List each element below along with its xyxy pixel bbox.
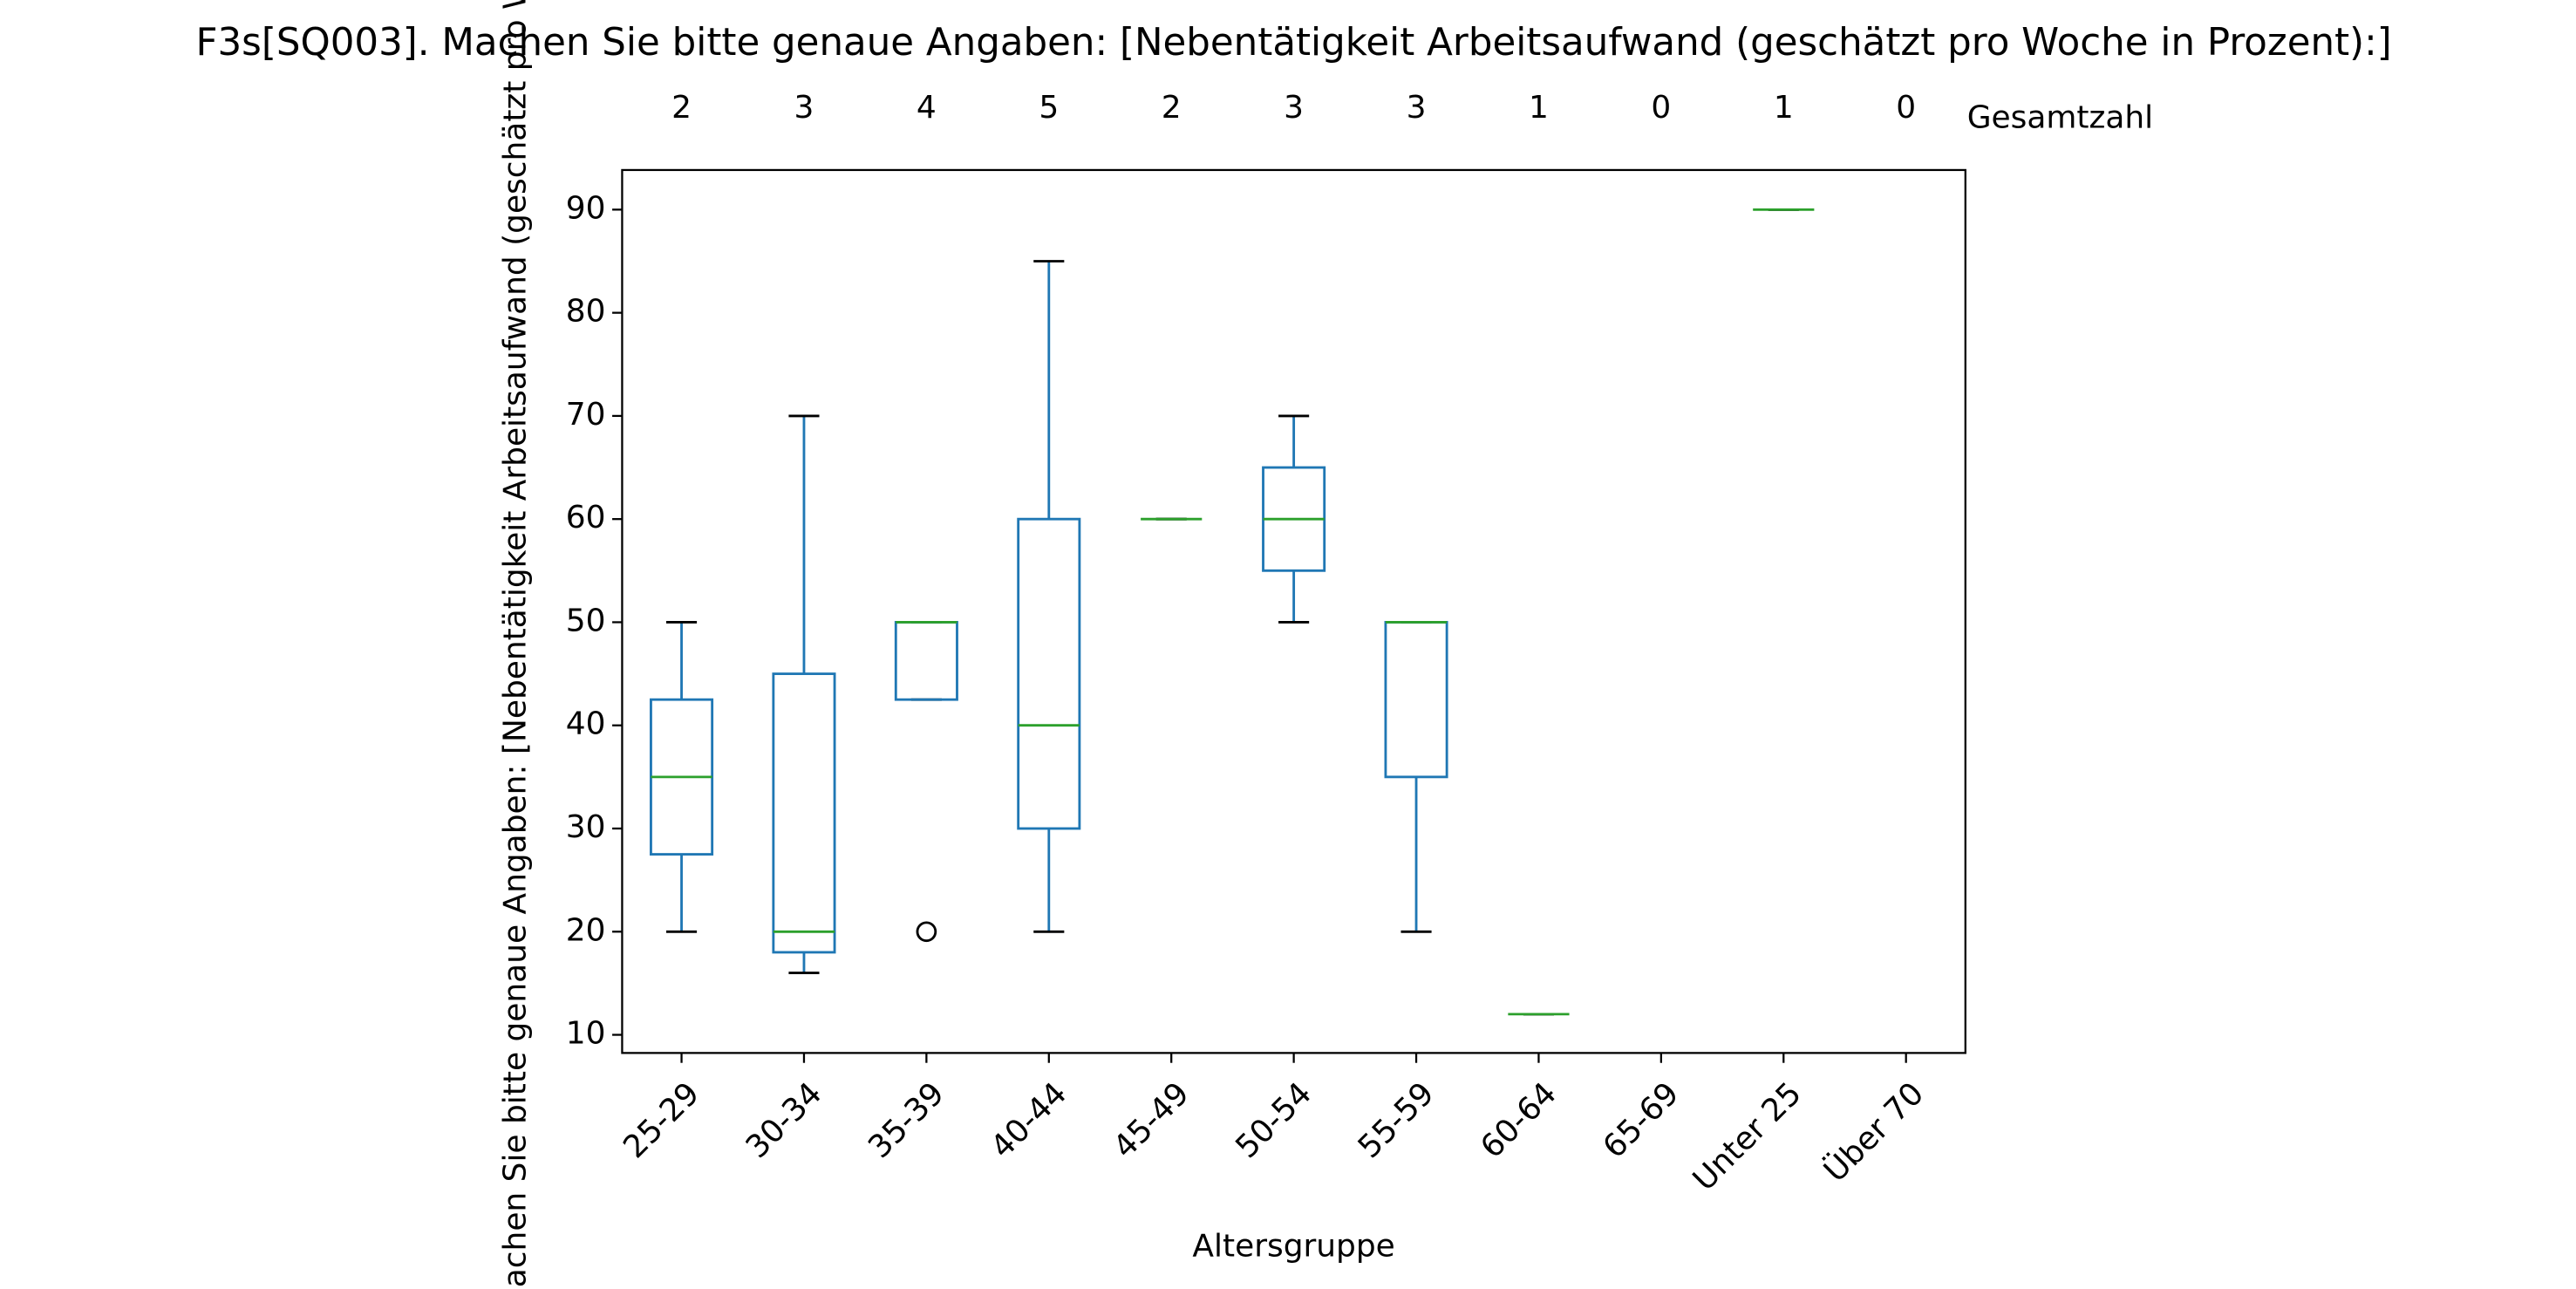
count-label: 3 — [1407, 90, 1427, 126]
box — [772, 672, 836, 954]
box — [1017, 517, 1081, 830]
count-label: 2 — [1162, 90, 1182, 126]
count-label: 0 — [1896, 90, 1916, 126]
box — [894, 621, 958, 701]
count-label: 1 — [1529, 90, 1549, 126]
y-tick-label: 40 — [566, 706, 606, 742]
x-tick-label: 60-64 — [1474, 1075, 1564, 1165]
y-axis-label: F3s[SQ003]. Machen Sie bitte genaue Anga… — [497, 0, 533, 1289]
x-axis-label: Altersgruppe — [1192, 1229, 1394, 1265]
x-tick-label: 55-59 — [1352, 1075, 1441, 1165]
y-tick-label: 50 — [566, 603, 606, 638]
chart-title: F3s[SQ003]. Machen Sie bitte genaue Anga… — [195, 21, 2391, 65]
count-label: 2 — [671, 90, 692, 126]
count-label: 5 — [1039, 90, 1059, 126]
flier — [916, 921, 937, 943]
counts-label: Gesamtzahl — [1967, 99, 2153, 135]
x-tick-label: 25-29 — [617, 1075, 706, 1165]
x-tick-label: 35-39 — [862, 1075, 951, 1165]
count-label: 4 — [917, 90, 937, 126]
x-tick-label: Unter 25 — [1687, 1075, 1809, 1197]
y-tick-label: 90 — [566, 190, 606, 226]
x-tick-label: 65-69 — [1597, 1075, 1687, 1165]
x-tick-label: 45-49 — [1107, 1075, 1196, 1165]
count-label: 3 — [794, 90, 814, 126]
count-label: 1 — [1774, 90, 1794, 126]
y-tick-label: 60 — [566, 500, 606, 535]
x-tick-label: 50-54 — [1229, 1075, 1319, 1165]
y-tick-label: 80 — [566, 294, 606, 330]
box — [1384, 621, 1448, 779]
count-label: 3 — [1284, 90, 1304, 126]
x-tick-label: 40-44 — [985, 1075, 1074, 1165]
x-tick-label: Über 70 — [1816, 1075, 1931, 1190]
y-tick-label: 10 — [566, 1016, 606, 1052]
y-tick-label: 30 — [566, 809, 606, 845]
count-label: 0 — [1651, 90, 1671, 126]
x-tick-label: 30-34 — [739, 1075, 829, 1165]
y-tick-label: 20 — [566, 912, 606, 948]
y-tick-label: 70 — [566, 397, 606, 433]
